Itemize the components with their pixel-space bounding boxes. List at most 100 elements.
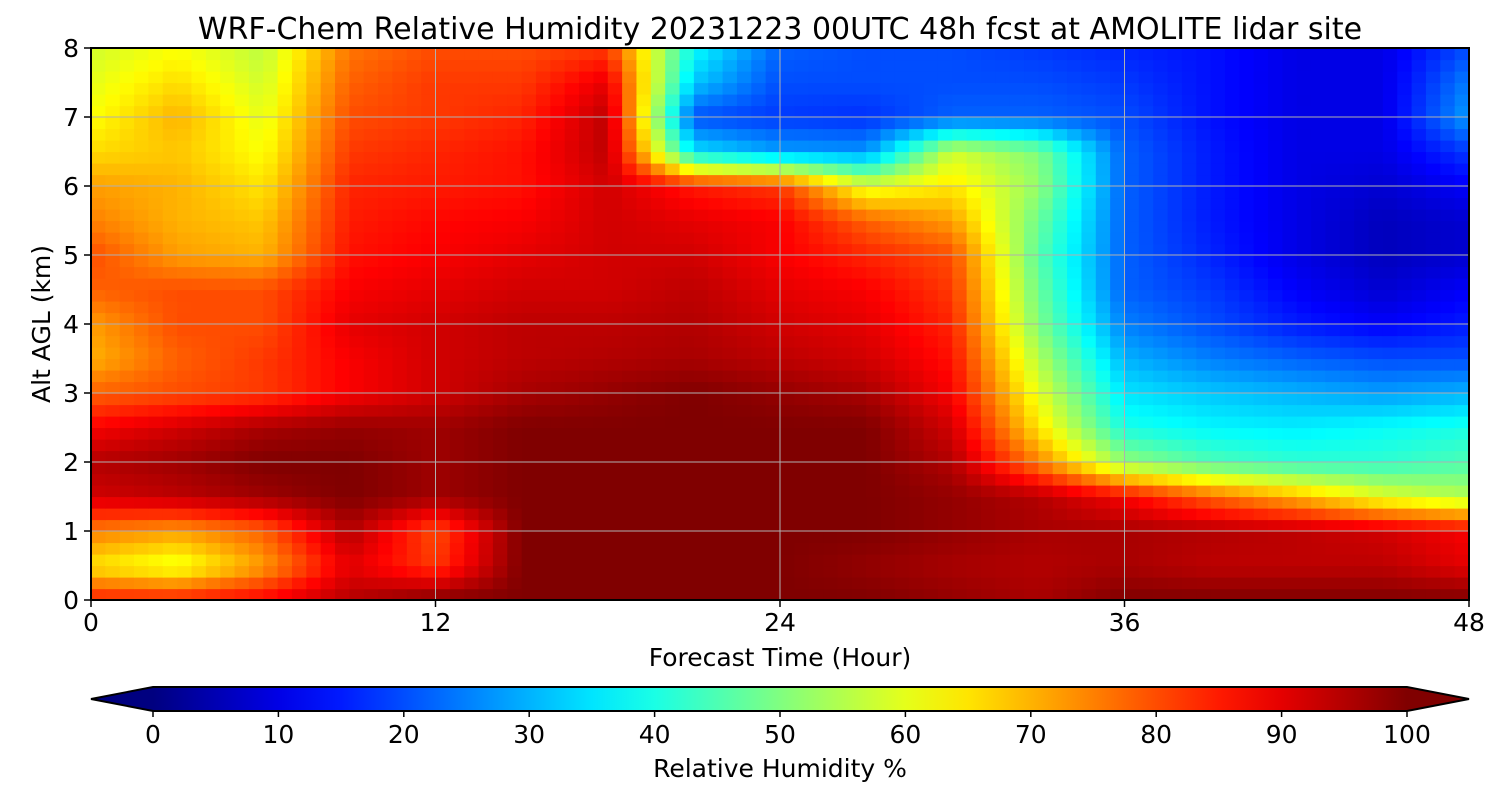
heatmap-cell <box>205 186 221 199</box>
heatmap-cell <box>1440 473 1456 486</box>
heatmap-cell <box>105 71 121 84</box>
heatmap-cell <box>751 117 767 130</box>
heatmap-cell <box>693 48 709 61</box>
heatmap-cell <box>1382 105 1398 118</box>
heatmap-cell <box>937 48 953 61</box>
heatmap-cell <box>722 542 738 555</box>
heatmap-cell <box>1311 531 1327 544</box>
heatmap-cell <box>277 312 293 325</box>
heatmap-cell <box>751 393 767 406</box>
heatmap-cell <box>650 404 666 417</box>
heatmap-cell <box>579 278 594 291</box>
heatmap-cell <box>1224 105 1240 118</box>
heatmap-cell <box>607 450 623 463</box>
heatmap-cell <box>550 554 566 567</box>
heatmap-cell <box>421 301 437 314</box>
heatmap-cell <box>1110 174 1126 187</box>
heatmap-cell <box>636 128 652 141</box>
heatmap-cell <box>277 278 293 291</box>
heatmap-cell <box>1009 439 1025 452</box>
heatmap-cell <box>492 519 508 532</box>
heatmap-cell <box>220 588 236 600</box>
heatmap-cell <box>1325 496 1341 509</box>
heatmap-cell <box>823 163 839 176</box>
heatmap-cell <box>1167 94 1183 107</box>
heatmap-cell <box>1239 450 1255 463</box>
heatmap-cell <box>736 105 752 118</box>
heatmap-cell <box>1024 370 1039 383</box>
heatmap-cell <box>679 427 695 440</box>
heatmap-cell <box>937 266 953 279</box>
heatmap-cell <box>464 462 480 475</box>
heatmap-cell <box>780 347 795 360</box>
heatmap-cell <box>320 232 336 245</box>
heatmap-cell <box>234 542 250 555</box>
heatmap-cell <box>177 82 193 95</box>
heatmap-cell <box>1382 416 1398 429</box>
heatmap-cell <box>435 485 451 498</box>
heatmap-cell <box>220 508 236 521</box>
heatmap-cell <box>1296 278 1312 291</box>
heatmap-cell <box>1181 312 1197 325</box>
heatmap-cell <box>1311 542 1327 555</box>
heatmap-cell <box>1411 427 1427 440</box>
heatmap-cell <box>148 82 164 95</box>
heatmap-cell <box>320 496 336 509</box>
heatmap-cell <box>866 427 882 440</box>
colorbar-tick-label: 60 <box>889 720 921 749</box>
heatmap-cell <box>550 128 566 141</box>
heatmap-cell <box>1411 393 1427 406</box>
heatmap-cell <box>177 485 193 498</box>
heatmap-cell <box>148 577 164 590</box>
heatmap-cell <box>1425 151 1441 164</box>
heatmap-cell <box>1095 416 1111 429</box>
heatmap-cell <box>263 278 279 291</box>
heatmap-cell <box>406 519 422 532</box>
heatmap-cell <box>650 266 666 279</box>
heatmap-cell <box>449 496 465 509</box>
heatmap-cell <box>866 301 882 314</box>
heatmap-cell <box>1440 128 1456 141</box>
heatmap-cell <box>105 255 121 268</box>
heatmap-cell <box>851 370 867 383</box>
heatmap-cell <box>593 393 609 406</box>
heatmap-cell <box>780 48 795 61</box>
heatmap-cell <box>392 462 408 475</box>
heatmap-cell <box>392 370 408 383</box>
heatmap-cell <box>607 393 623 406</box>
heatmap-cell <box>622 289 638 302</box>
heatmap-cell <box>392 243 408 256</box>
heatmap-cell <box>751 94 767 107</box>
heatmap-cell <box>1339 439 1355 452</box>
heatmap-cell <box>1239 416 1255 429</box>
heatmap-cell <box>1153 128 1169 141</box>
heatmap-cell <box>622 174 638 187</box>
heatmap-cell <box>363 197 379 210</box>
heatmap-cell <box>335 266 350 279</box>
heatmap-cell <box>1368 163 1384 176</box>
heatmap-cell <box>550 335 566 348</box>
colorbar-tick-label: 50 <box>764 720 796 749</box>
heatmap-cell <box>622 588 638 600</box>
heatmap-cell <box>1196 312 1212 325</box>
heatmap-cell <box>1138 59 1154 72</box>
heatmap-cell <box>909 174 925 187</box>
heatmap-cell <box>808 324 824 337</box>
colorbar <box>90 686 1470 712</box>
heatmap-cell <box>1296 358 1312 371</box>
heatmap-cell <box>378 151 394 164</box>
heatmap-cell <box>449 473 465 486</box>
heatmap-cell <box>1397 163 1413 176</box>
heatmap-cell <box>1067 94 1083 107</box>
heatmap-cell <box>1196 243 1212 256</box>
heatmap-cell <box>220 128 236 141</box>
heatmap-cell <box>780 324 795 337</box>
heatmap-cell <box>148 48 164 61</box>
heatmap-cell <box>622 577 638 590</box>
heatmap-cell <box>1124 278 1140 291</box>
heatmap-cell <box>478 335 494 348</box>
heatmap-cell <box>607 554 623 567</box>
heatmap-cell <box>1354 370 1370 383</box>
heatmap-cell <box>162 335 178 348</box>
heatmap-cell <box>679 381 695 394</box>
